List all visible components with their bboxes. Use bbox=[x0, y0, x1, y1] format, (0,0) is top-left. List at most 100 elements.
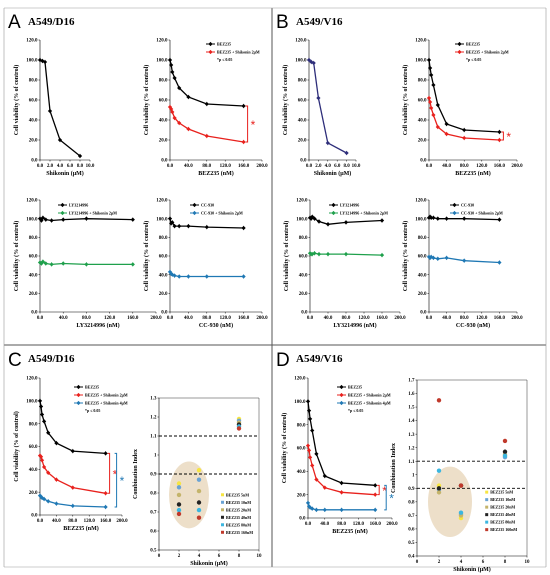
data-point bbox=[177, 274, 182, 279]
y-tick-label: 60.0 bbox=[299, 255, 308, 260]
legend-marker bbox=[192, 202, 197, 208]
x-tick-label: 200.0 bbox=[511, 316, 523, 321]
y-tick-label: 40.0 bbox=[418, 119, 427, 124]
data-point bbox=[322, 507, 327, 512]
data-point bbox=[54, 501, 59, 506]
x-tick-label: 8.0 bbox=[343, 164, 350, 169]
y-tick-label: 1.2 bbox=[150, 416, 157, 421]
data-point bbox=[103, 504, 108, 510]
x-tick-label: 0.0 bbox=[306, 164, 313, 169]
legend-label: BEZ235 20nM bbox=[490, 505, 515, 510]
x-tick-label: 120.0 bbox=[476, 164, 488, 169]
significance-note: *p ≤ 0.05 bbox=[348, 408, 363, 413]
data-point bbox=[322, 485, 327, 490]
series-line-1 bbox=[169, 59, 244, 107]
x-tick-label: 40.0 bbox=[52, 519, 61, 524]
legend-label: BEZ235 + Shikonin 4μM bbox=[348, 401, 391, 406]
legend-label: BEZ235 40nM bbox=[490, 512, 515, 517]
panel-label-b: B bbox=[276, 12, 289, 33]
chart-d1: 0.0 20.0 40.0 60.0 80.0 100.0 120.0 0.0 40.0 80.0… bbox=[281, 377, 398, 535]
x-tick-label: 200.0 bbox=[150, 316, 162, 321]
legend-marker bbox=[457, 41, 462, 47]
x-tick-label: 0 bbox=[416, 560, 419, 565]
y-axis-label: Cell viability (% of control) bbox=[143, 221, 150, 292]
x-tick-label: 4 bbox=[460, 560, 463, 565]
data-point bbox=[462, 258, 467, 263]
x-tick-label: 40.0 bbox=[442, 316, 451, 321]
data-point bbox=[70, 448, 75, 454]
y-tick-label: 0.0 bbox=[300, 159, 307, 164]
y-tick-label: 40.0 bbox=[159, 119, 168, 124]
panel-title-a: A549/D16 bbox=[28, 16, 75, 28]
x-tick-label: 0 bbox=[158, 554, 161, 559]
series-line-1 bbox=[428, 59, 500, 133]
y-tick-label: 20.0 bbox=[29, 139, 38, 144]
y-tick-label: 120.0 bbox=[26, 377, 38, 382]
y-tick-label: 100.0 bbox=[26, 399, 38, 404]
ci-point bbox=[196, 488, 202, 494]
legend-label: LY3214996 bbox=[69, 203, 88, 208]
data-point bbox=[310, 506, 315, 511]
significance-star: * bbox=[389, 492, 394, 506]
x-tick-label: 40.0 bbox=[320, 522, 329, 527]
ci-point bbox=[196, 500, 202, 505]
data-point bbox=[84, 262, 89, 267]
ci-point bbox=[196, 477, 202, 482]
panel-label-a: A bbox=[8, 12, 21, 33]
significance-star: * bbox=[120, 474, 125, 488]
y-tick-label: 1.4 bbox=[408, 419, 415, 424]
x-tick-label: 160.0 bbox=[370, 522, 382, 527]
data-point bbox=[170, 109, 175, 115]
x-axis-label: LY3214996 (nM) bbox=[333, 322, 376, 329]
data-point bbox=[497, 260, 502, 265]
x-tick-label: 10.0 bbox=[352, 164, 361, 169]
data-point bbox=[497, 129, 502, 135]
data-point bbox=[314, 451, 319, 456]
y-tick-label: 120.0 bbox=[156, 199, 168, 204]
y-tick-label: 120.0 bbox=[26, 39, 38, 44]
y-tick-label: 0.8 bbox=[150, 492, 157, 497]
legend-marker bbox=[76, 400, 81, 406]
data-point bbox=[426, 57, 432, 63]
data-point bbox=[204, 274, 209, 279]
ci-point bbox=[176, 507, 182, 513]
y-tick-label: 80.0 bbox=[29, 236, 38, 241]
legend-label: BEZ235 bbox=[466, 42, 480, 47]
x-tick-label: 0.0 bbox=[307, 316, 314, 321]
chart-a2: 0.0 20.0 40.0 60.0 80.0 100.0 120.0 0.0 40.0 80.0… bbox=[143, 39, 268, 177]
data-point bbox=[177, 85, 182, 91]
data-point bbox=[70, 485, 75, 490]
significance-star: * bbox=[382, 484, 387, 498]
data-point bbox=[431, 215, 436, 220]
y-tick-label: 1.2 bbox=[408, 446, 415, 451]
y-axis-label: Cell viability (% of control) bbox=[13, 65, 20, 136]
y-tick-label: 80.0 bbox=[418, 79, 427, 84]
x-tick-label: 0.0 bbox=[167, 316, 174, 321]
legend-marker bbox=[60, 210, 65, 216]
x-tick-label: 6.0 bbox=[334, 164, 341, 169]
data-point bbox=[325, 222, 331, 227]
significance-bracket bbox=[107, 452, 111, 494]
data-point bbox=[39, 458, 45, 463]
data-point bbox=[307, 416, 313, 421]
data-point bbox=[172, 75, 177, 81]
legend-label: LY3214996 + Shikonin 2μM bbox=[69, 211, 117, 216]
y-axis-label: Cell viability (% of control) bbox=[402, 65, 409, 136]
x-tick-label: 200.0 bbox=[256, 164, 268, 169]
x-tick-label: 40.0 bbox=[59, 316, 68, 321]
y-tick-label: 1.5 bbox=[408, 406, 415, 411]
x-tick-label: 0.0 bbox=[426, 316, 433, 321]
x-tick-label: 8 bbox=[238, 554, 241, 559]
legend-label: BEZ235 160nM bbox=[490, 527, 517, 532]
data-point bbox=[167, 216, 173, 221]
x-tick-label: 120.0 bbox=[476, 316, 488, 321]
data-point bbox=[186, 274, 191, 279]
legend-label: BEZ235 40nM bbox=[226, 515, 251, 520]
x-tick-label: 10 bbox=[525, 560, 531, 565]
y-tick-label: 20.0 bbox=[159, 139, 168, 144]
x-tick-label: 160.0 bbox=[494, 164, 506, 169]
panel-title-c: A549/D16 bbox=[28, 353, 75, 365]
data-point bbox=[444, 121, 449, 127]
y-axis-label: Combination Index bbox=[133, 449, 139, 499]
